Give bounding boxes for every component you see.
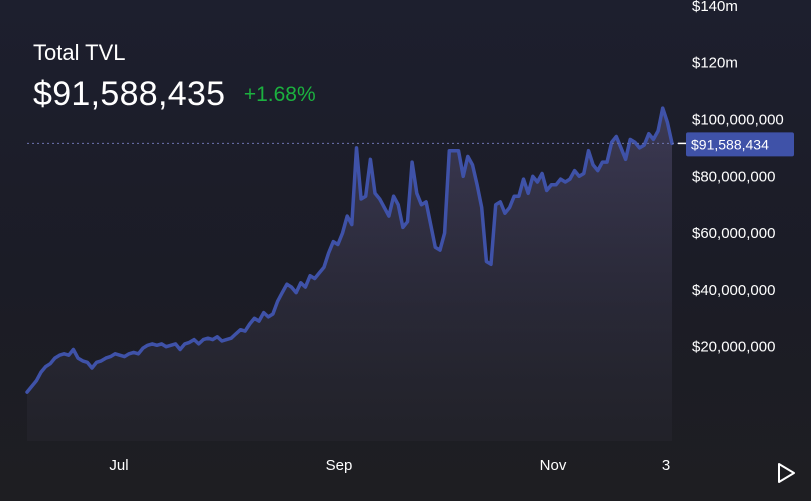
chart-title: Total TVL (33, 40, 126, 65)
current-value-badge (686, 132, 794, 157)
area-layer (27, 108, 672, 441)
x-tick-label: Jul (109, 457, 128, 474)
y-tick-label: $40,000,000 (692, 282, 775, 299)
current-value-marker: $91,588,434 (27, 132, 794, 157)
percent-change: +1.68% (243, 83, 316, 106)
play-icon (778, 463, 795, 483)
x-axis: Jul Sep Nov 3 (109, 457, 670, 474)
y-axis: $20,000,000 $40,000,000 $60,000,000 $80,000… (692, 0, 784, 356)
y-tick-label: $20,000,000 (692, 339, 775, 356)
tvl-line (25, 106, 674, 394)
play-button[interactable] (774, 461, 798, 485)
x-tick-label: Sep (326, 457, 353, 474)
value-row: $91,588,435 +1.68% (33, 75, 316, 114)
x-tick-label: 3 (662, 457, 670, 474)
area-fill (27, 108, 672, 441)
x-tick-label: Nov (540, 457, 567, 474)
current-value-label: $91,588,434 (691, 136, 769, 152)
y-tick-label: $60,000,000 (692, 225, 775, 242)
y-tick-label: $120m (692, 55, 738, 72)
y-tick-label: $140m (692, 0, 738, 15)
total-tvl-value: $91,588,435 (33, 75, 226, 113)
y-tick-label: $80,000,000 (692, 168, 775, 185)
line-layer (25, 106, 674, 394)
y-tick-label: $100,000,000 (692, 112, 784, 129)
